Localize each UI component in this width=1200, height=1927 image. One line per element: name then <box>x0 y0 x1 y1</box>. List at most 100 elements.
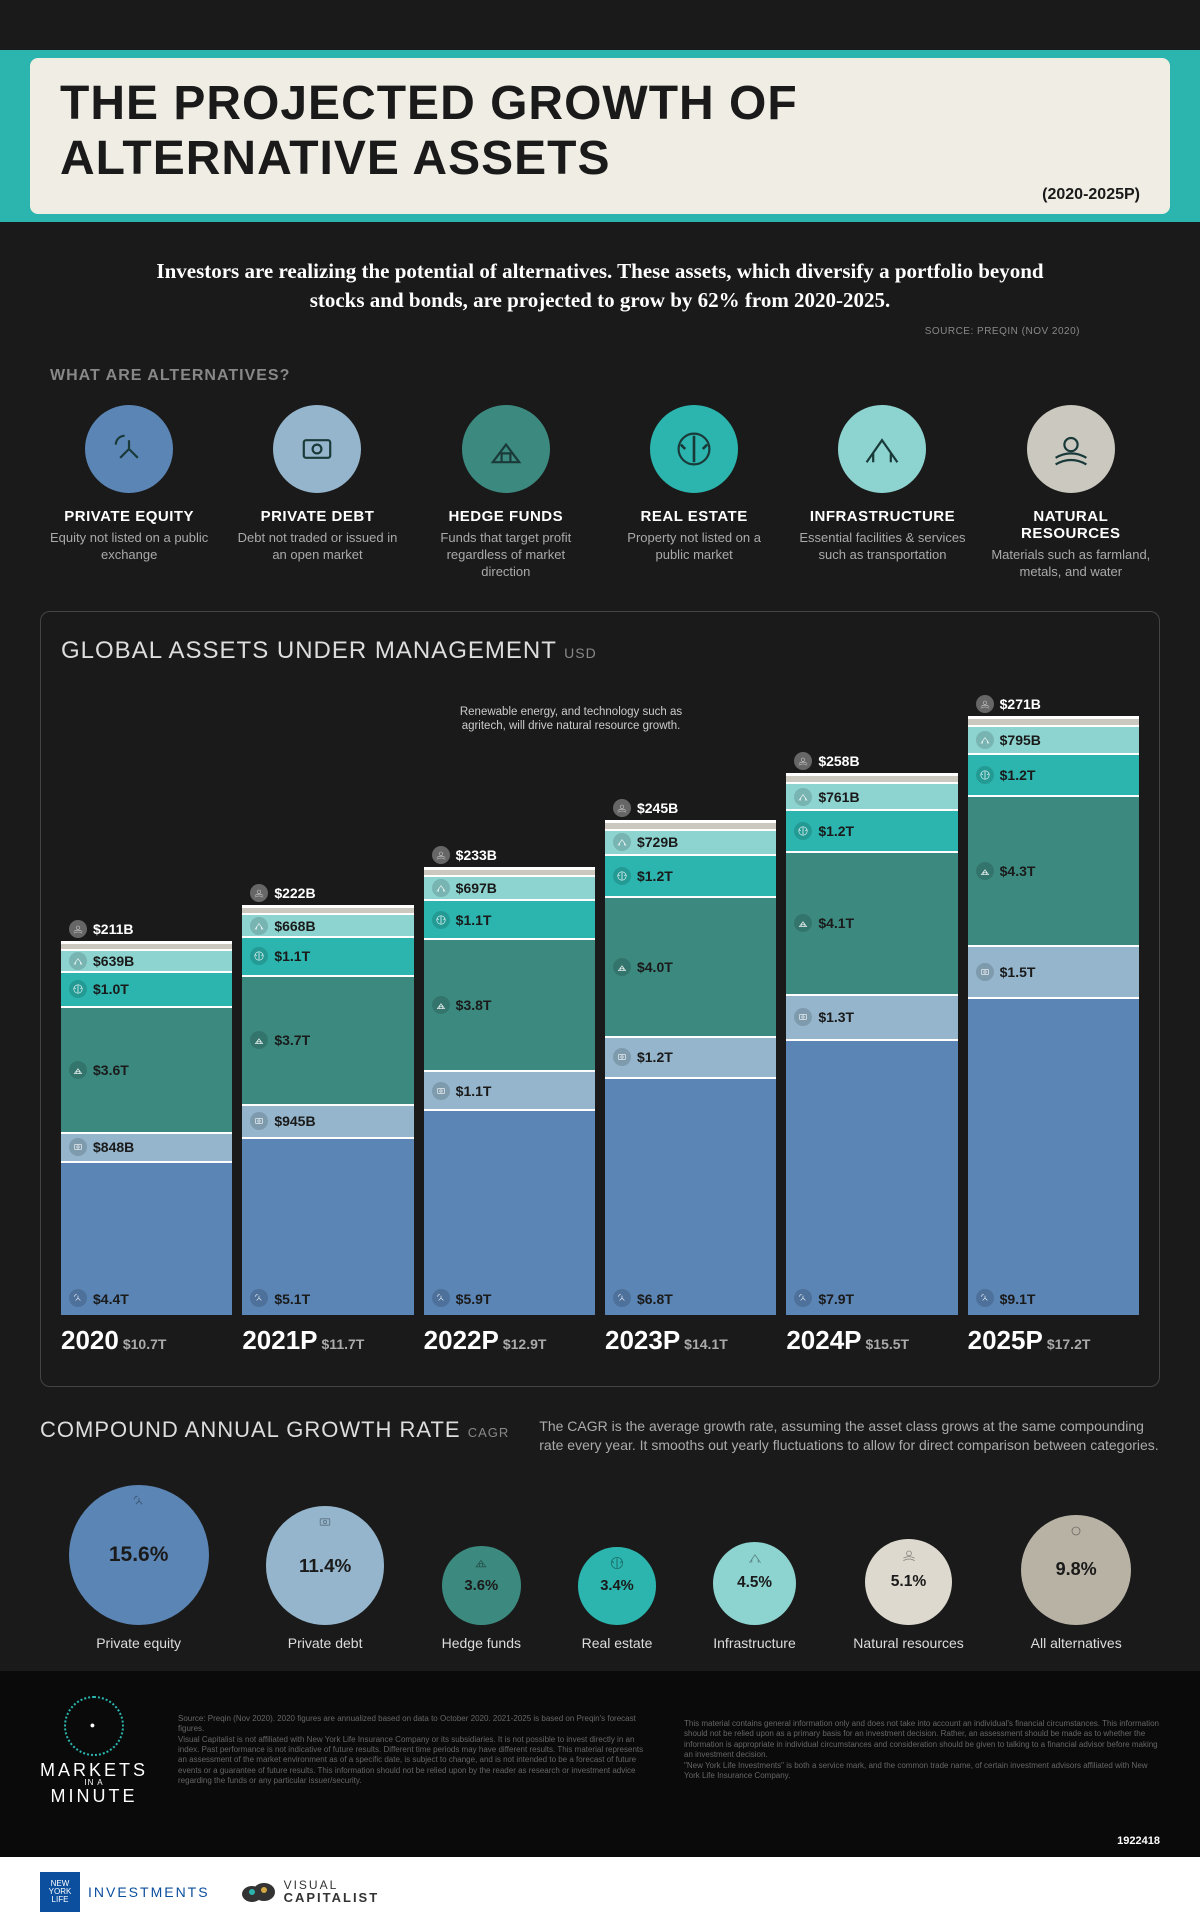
cagr-icon <box>609 1555 625 1571</box>
cagr-icon <box>317 1514 333 1530</box>
bar-segment: $245B <box>605 820 776 829</box>
dot-icon <box>250 917 268 935</box>
cagr-sub: CAGR <box>468 1425 510 1440</box>
seg-value: $258B <box>818 753 859 769</box>
dot-icon <box>976 695 994 713</box>
bar-segment: $271B <box>968 716 1139 725</box>
nr-icon <box>1049 427 1093 471</box>
pe-icon <box>107 427 151 471</box>
chart-title: GLOBAL ASSETS UNDER MANAGEMENT USD <box>61 637 1139 665</box>
seg-value: $1.0T <box>93 981 129 997</box>
dot-icon <box>613 867 631 885</box>
nyl-logo: NEW YORK LIFE INVESTMENTS <box>40 1872 210 1912</box>
year-label: 2020$10.7T <box>61 1325 232 1356</box>
cagr-value: 9.8% <box>1056 1559 1097 1580</box>
alt-icon-circle <box>1027 405 1115 493</box>
footer-disclaimer-1: Source: Preqin (Nov 2020). 2020 figures … <box>178 1714 654 1787</box>
alt-name: PRIVATE EQUITY <box>40 508 218 525</box>
top-label: $258B <box>794 752 859 770</box>
alt-icon-circle <box>85 405 173 493</box>
alt-desc: Equity not listed on a public exchange <box>40 530 218 564</box>
seg-value: $1.3T <box>818 1009 854 1025</box>
bar-segment: $668B <box>242 913 413 936</box>
seg-value: $4.1T <box>818 915 854 931</box>
year: 2022P <box>424 1325 499 1355</box>
alt-name: INFRASTRUCTURE <box>793 508 971 525</box>
alt-icon-circle <box>650 405 738 493</box>
bottom-logos: NEW YORK LIFE INVESTMENTS VISUAL CAPITAL… <box>0 1857 1200 1927</box>
alt-item: PRIVATE DEBT Debt not traded or issued i… <box>228 405 406 581</box>
seg-value: $729B <box>637 834 678 850</box>
dot-icon <box>613 958 631 976</box>
bar-segment: $1.0T <box>61 971 232 1006</box>
alt-desc: Debt not traded or issued in an open mar… <box>228 530 406 564</box>
footer: ● MARKETS IN A MINUTE Source: Preqin (No… <box>0 1671 1200 1830</box>
dot-icon <box>432 911 450 929</box>
seg-value: $1.2T <box>637 1049 673 1065</box>
seg-value: $233B <box>456 847 497 863</box>
bar-segment: $1.3T <box>786 994 957 1039</box>
year-axis: 2020$10.7T2021P$11.7T2022P$12.9T2023P$14… <box>61 1325 1139 1361</box>
source-credit: SOURCE: PREQIN (NOV 2020) <box>0 321 1200 357</box>
cagr-bubble-item: 15.6% Private equity <box>69 1485 209 1651</box>
seg-value: $271B <box>1000 696 1041 712</box>
logo-line3: MINUTE <box>40 1787 148 1805</box>
dot-icon <box>976 862 994 880</box>
dot-icon <box>250 884 268 902</box>
year-total: $15.5T <box>866 1336 910 1352</box>
seg-value: $1.2T <box>637 868 673 884</box>
re-icon <box>672 427 716 471</box>
top-label: $271B <box>976 695 1041 713</box>
vc-text: VISUAL CAPITALIST <box>284 1879 380 1904</box>
seg-value: $9.1T <box>1000 1291 1036 1307</box>
note-renewable: Renewable energy, and technology such as… <box>451 705 691 734</box>
cagr-value: 11.4% <box>299 1555 351 1577</box>
bar-segment: $1.2TPrivate equity's share of total alt… <box>605 1036 776 1078</box>
seg-value: $211B <box>93 921 133 937</box>
dot-icon <box>432 996 450 1014</box>
seg-value: $7.9T <box>818 1291 854 1307</box>
year-total: $10.7T <box>123 1336 167 1352</box>
bar-segment: $1.2T <box>786 809 957 851</box>
nyl-text: INVESTMENTS <box>88 1884 210 1900</box>
cagr-description: The CAGR is the average growth rate, ass… <box>539 1417 1160 1456</box>
chart-unit: USD <box>564 645 597 661</box>
alt-name: PRIVATE DEBT <box>228 508 406 525</box>
seg-value: $697B <box>456 880 497 896</box>
title-subtitle: (2020-2025P) <box>60 186 1140 204</box>
dot-icon <box>976 963 994 981</box>
alt-desc: Funds that target profit regardless of m… <box>417 530 595 581</box>
cagr-value: 4.5% <box>737 1574 772 1592</box>
dot-icon <box>250 1112 268 1130</box>
pd-icon <box>295 427 339 471</box>
dot-icon <box>976 731 994 749</box>
intro-text: Investors are realizing the potential of… <box>0 222 1200 321</box>
dot-icon <box>432 1289 450 1307</box>
dot-icon <box>613 799 631 817</box>
seg-value: $1.1T <box>456 1083 492 1099</box>
seg-value: $5.9T <box>456 1291 492 1307</box>
bar-column: $233B$697B$1.1T$3.8T$1.1T$5.9T <box>424 867 595 1315</box>
bar-segment: $761B <box>786 782 957 809</box>
seg-value: $1.2T <box>1000 767 1036 783</box>
alt-name: HEDGE FUNDS <box>417 508 595 525</box>
seg-value: $945B <box>274 1113 315 1129</box>
bar-column: $222B$668B$1.1T$3.7T$945B$5.1T <box>242 905 413 1314</box>
cagr-circle: 5.1% <box>865 1539 951 1625</box>
alt-desc: Materials such as farmland, metals, and … <box>982 547 1160 581</box>
cagr-bubble-item: 3.6% Hedge funds <box>442 1546 521 1650</box>
bar-segment: $6.8T <box>605 1077 776 1314</box>
bar-segment: $258B <box>786 773 957 782</box>
cagr-circle: 3.6% <box>442 1546 520 1624</box>
seg-value: $222B <box>274 885 315 901</box>
bar-segment: $9.1T <box>968 997 1139 1314</box>
seg-value: $848B <box>93 1139 134 1155</box>
cagr-value: 5.1% <box>891 1573 927 1591</box>
cagr-name: Infrastructure <box>713 1635 795 1651</box>
year: 2023P <box>605 1325 680 1355</box>
cagr-bubble-item: 4.5% Infrastructure <box>713 1542 796 1651</box>
cagr-circle: 9.8% <box>1021 1515 1131 1625</box>
cagr-circle: 15.6% <box>69 1485 209 1625</box>
cagr-bubble-item: 5.1% Natural resources <box>853 1539 964 1651</box>
cagr-circle: 3.4% <box>578 1547 655 1624</box>
